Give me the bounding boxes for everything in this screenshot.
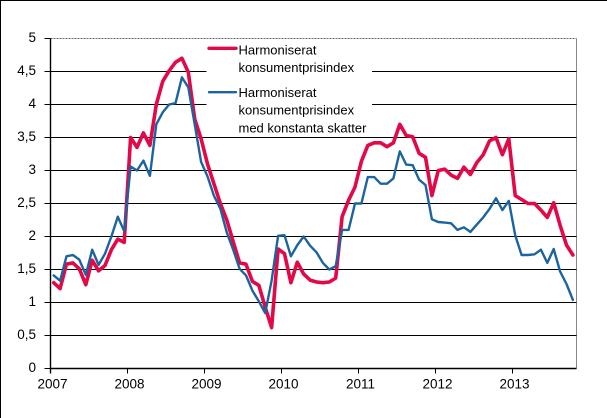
svg-text:2008: 2008 — [114, 377, 144, 392]
svg-text:Harmoniserat: Harmoniserat — [239, 42, 317, 57]
svg-text:4: 4 — [28, 96, 36, 111]
svg-text:4,5: 4,5 — [17, 63, 36, 78]
svg-text:2,5: 2,5 — [17, 195, 36, 210]
svg-text:2007: 2007 — [37, 377, 67, 392]
svg-text:2010: 2010 — [268, 377, 298, 392]
svg-text:0: 0 — [28, 360, 36, 375]
svg-text:2011: 2011 — [346, 377, 375, 392]
svg-text:3,5: 3,5 — [17, 129, 36, 144]
svg-text:1,5: 1,5 — [17, 261, 36, 276]
svg-text:2012: 2012 — [422, 377, 452, 392]
svg-text:konsumentprisindex: konsumentprisindex — [239, 103, 355, 118]
svg-text:5: 5 — [28, 30, 36, 45]
svg-text:1: 1 — [28, 294, 36, 309]
svg-text:2013: 2013 — [499, 377, 529, 392]
svg-text:2: 2 — [28, 228, 36, 243]
svg-text:Harmoniserat: Harmoniserat — [239, 85, 317, 100]
svg-text:0,5: 0,5 — [17, 327, 36, 342]
svg-text:3: 3 — [28, 162, 36, 177]
svg-text:med konstanta skatter: med konstanta skatter — [239, 120, 368, 135]
svg-text:konsumentprisindex: konsumentprisindex — [239, 60, 355, 75]
svg-text:2009: 2009 — [191, 377, 221, 392]
